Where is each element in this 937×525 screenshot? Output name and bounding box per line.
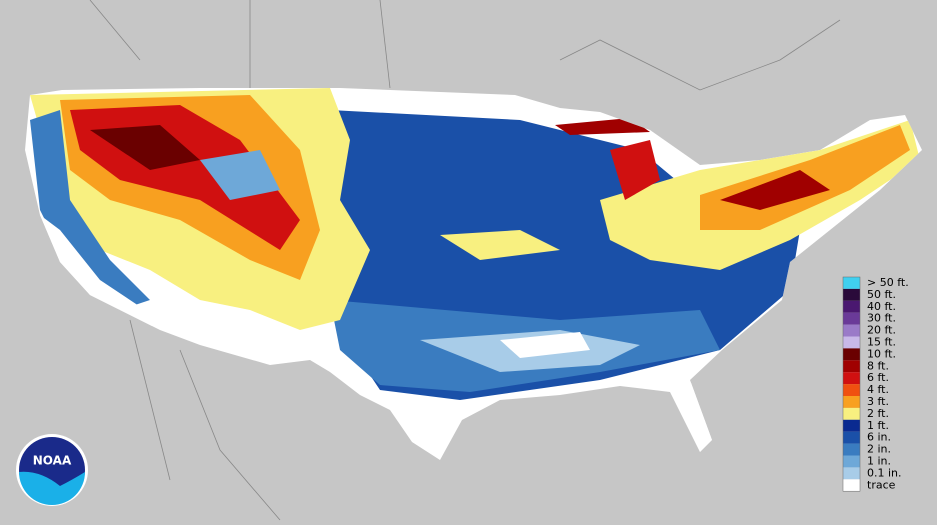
legend-swatch	[843, 324, 860, 337]
legend-swatch	[843, 348, 860, 361]
legend-label: 40 ft.	[867, 300, 896, 313]
legend-swatch	[843, 396, 860, 408]
legend-label: 15 ft.	[867, 335, 896, 348]
legend-label: 0.1 in.	[867, 466, 902, 479]
legend: > 50 ft.50 ft.40 ft.30 ft.20 ft.15 ft.10…	[842, 276, 909, 492]
legend-label: 20 ft.	[867, 324, 896, 337]
legend-label: 30 ft.	[867, 312, 896, 325]
legend-label: 6 in.	[867, 431, 891, 444]
legend-frame	[842, 276, 861, 492]
legend-label: 1 ft.	[867, 419, 889, 432]
legend-swatch	[843, 300, 860, 313]
legend-swatch	[843, 288, 860, 301]
noaa-logo: NOAA	[16, 434, 88, 506]
legend-swatch	[843, 384, 860, 396]
legend-label: 2 in.	[867, 443, 891, 456]
legend-swatch	[843, 443, 860, 456]
legend-swatch	[843, 419, 860, 432]
legend-label: 6 ft.	[867, 371, 889, 384]
legend-swatch	[843, 455, 860, 468]
legend-label: 1 in.	[867, 454, 891, 467]
legend-label: 8 ft.	[867, 359, 889, 372]
legend-label: 4 ft.	[867, 383, 889, 396]
borders	[89, 0, 841, 521]
legend-label: 3 ft.	[867, 395, 889, 408]
legend-label: trace	[867, 478, 896, 491]
legend-swatch	[843, 277, 860, 289]
logo-text: NOAA	[33, 454, 72, 468]
legend-swatch	[843, 407, 860, 420]
legend-label: 2 ft.	[867, 407, 889, 420]
legend-label: 10 ft.	[867, 347, 896, 360]
legend-swatch	[843, 360, 860, 373]
legend-swatch	[843, 467, 860, 480]
legend-label: 50 ft.	[867, 288, 896, 301]
legend-swatch	[843, 479, 860, 492]
legend-label: > 50 ft.	[867, 276, 909, 289]
logo-wave	[19, 471, 85, 505]
legend-swatch	[843, 336, 860, 349]
legend-swatch	[843, 372, 860, 385]
legend-swatch	[843, 431, 860, 444]
legend-swatch	[843, 312, 860, 325]
